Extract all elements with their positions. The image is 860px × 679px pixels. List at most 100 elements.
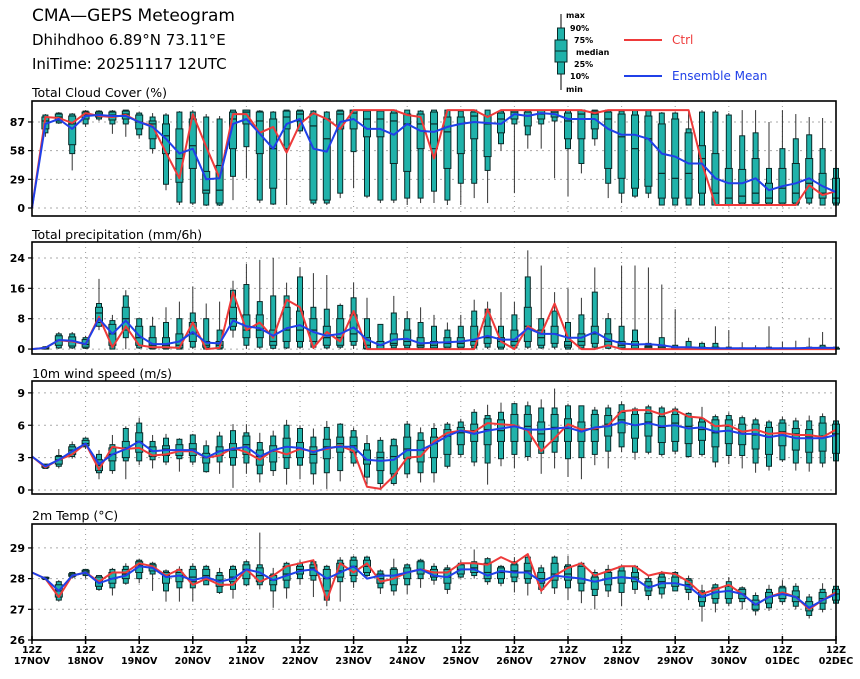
ctrl-line <box>31 291 836 351</box>
box-p10-p90 <box>417 110 424 199</box>
box-p25-p75 <box>590 325 599 344</box>
box-p25-p75 <box>95 306 103 323</box>
ensemble-box <box>684 412 693 458</box>
x-tick-hour-label: 12Z <box>290 645 310 656</box>
x-tick-date-label: 29NOV <box>657 656 694 667</box>
box-p25-p75 <box>751 423 760 450</box>
ensemble-box <box>336 423 345 482</box>
box-p25-p75 <box>403 436 412 460</box>
box-p25-p75 <box>322 568 331 592</box>
box-p25-p75 <box>215 164 224 204</box>
ensemble-box <box>657 112 666 206</box>
box-p10-p90 <box>591 291 598 348</box>
legend-box-glyph <box>554 14 662 90</box>
legend-label-p25: 25% <box>574 60 594 69</box>
box-p25-p75 <box>564 565 572 581</box>
ensemble-box <box>483 109 492 204</box>
box-p25-p75 <box>577 565 586 584</box>
ensemble-box <box>818 413 827 468</box>
ensemble-box <box>242 109 251 179</box>
ensemble-box <box>550 109 559 179</box>
ensemble-box <box>483 557 492 585</box>
legend-ctrl-label: Ctrl <box>672 33 694 47</box>
box-p25-p75 <box>389 112 398 164</box>
ensemble-box <box>242 263 251 350</box>
box-p25-p75 <box>363 110 371 138</box>
ensemble-box <box>456 418 465 458</box>
x-tick-hour-label: 12Z <box>772 645 792 656</box>
panel-frame <box>31 380 837 495</box>
ensemble-box <box>188 563 197 602</box>
ensemble-box <box>523 554 532 596</box>
box-p25-p75 <box>202 170 211 194</box>
y-tick-label: 0 <box>17 343 25 356</box>
y-tick-label: 8 <box>17 313 25 326</box>
chart-title: CMA—GEPS Meteogram <box>32 6 235 26</box>
y-tick-label: 58 <box>10 145 25 158</box>
ensemble-box <box>202 564 211 586</box>
box-p25-p75 <box>631 114 639 189</box>
ensemble-box <box>791 114 800 206</box>
box-p25-p75 <box>604 111 613 169</box>
box-p25-p75 <box>269 118 278 189</box>
ensemble-box <box>376 437 385 488</box>
box-p25-p75 <box>698 145 706 194</box>
ensemble-box <box>644 109 653 199</box>
ensemble-box <box>430 423 438 483</box>
box-p25-p75 <box>523 413 532 442</box>
box-p10-p90 <box>256 110 263 201</box>
box-p25-p75 <box>229 306 237 327</box>
box-p25-p75 <box>456 426 465 446</box>
ensemble-box <box>818 118 827 206</box>
box-p25-p75 <box>483 562 492 580</box>
ensemble-box <box>510 109 519 194</box>
panel-title: 2m Temp (°C) <box>32 508 118 523</box>
box-p25-p75 <box>242 109 251 125</box>
ensemble-box <box>564 109 572 197</box>
ensemble-box <box>698 406 706 457</box>
box-p25-p75 <box>188 118 197 169</box>
legend-mean-label: Ensemble Mean <box>672 69 768 83</box>
x-tick-date-label: 02DEC <box>819 656 854 667</box>
x-tick-date-label: 23NOV <box>335 656 372 667</box>
ensemble-box <box>818 331 827 350</box>
x-tick-hour-label: 12Z <box>397 645 417 656</box>
ensemble-box <box>470 409 479 467</box>
ensemble-box <box>282 282 291 350</box>
box-p25-p75 <box>282 306 291 342</box>
box-p25-p75 <box>617 113 626 179</box>
box-p25-p75 <box>376 110 385 138</box>
ensemble-box <box>644 267 653 350</box>
x-tick-hour-label: 12Z <box>665 645 685 656</box>
ensemble-box <box>738 415 747 469</box>
panel-frame <box>31 241 837 355</box>
ensemble-box <box>577 405 586 480</box>
ensemble-box <box>322 275 331 350</box>
ensemble-box <box>108 110 117 134</box>
x-tick-date-label: 01DEC <box>765 656 800 667</box>
box-p25-p75 <box>336 436 345 453</box>
ensemble-box <box>403 563 412 594</box>
x-tick-date-label: 21NOV <box>228 656 265 667</box>
ensemble-box <box>363 109 371 199</box>
ensemble-box <box>229 424 237 488</box>
legend-label-p90: 90% <box>570 24 590 33</box>
box-p25-p75 <box>684 132 693 199</box>
box-p25-p75 <box>564 340 572 348</box>
panel-3: 2m Temp (°C) 26 27 28 29 <box>10 508 840 647</box>
ensemble-box <box>456 110 465 206</box>
ensemble-box <box>698 584 706 622</box>
panel-frame <box>31 523 837 641</box>
ensemble-box <box>778 110 787 206</box>
box-p25-p75 <box>282 110 291 130</box>
ensemble-box <box>765 419 773 471</box>
ensemble-box <box>309 110 318 206</box>
box-p25-p75 <box>456 116 465 155</box>
x-tick-date-label: 25NOV <box>443 656 480 667</box>
box-p25-p75 <box>805 429 814 453</box>
ensemble-box <box>738 110 747 206</box>
y-tick-label: 9 <box>17 387 25 400</box>
box-p25-p75 <box>724 167 733 206</box>
ensemble-box <box>805 415 814 472</box>
x-tick-hour-label: 12Z <box>236 645 256 656</box>
